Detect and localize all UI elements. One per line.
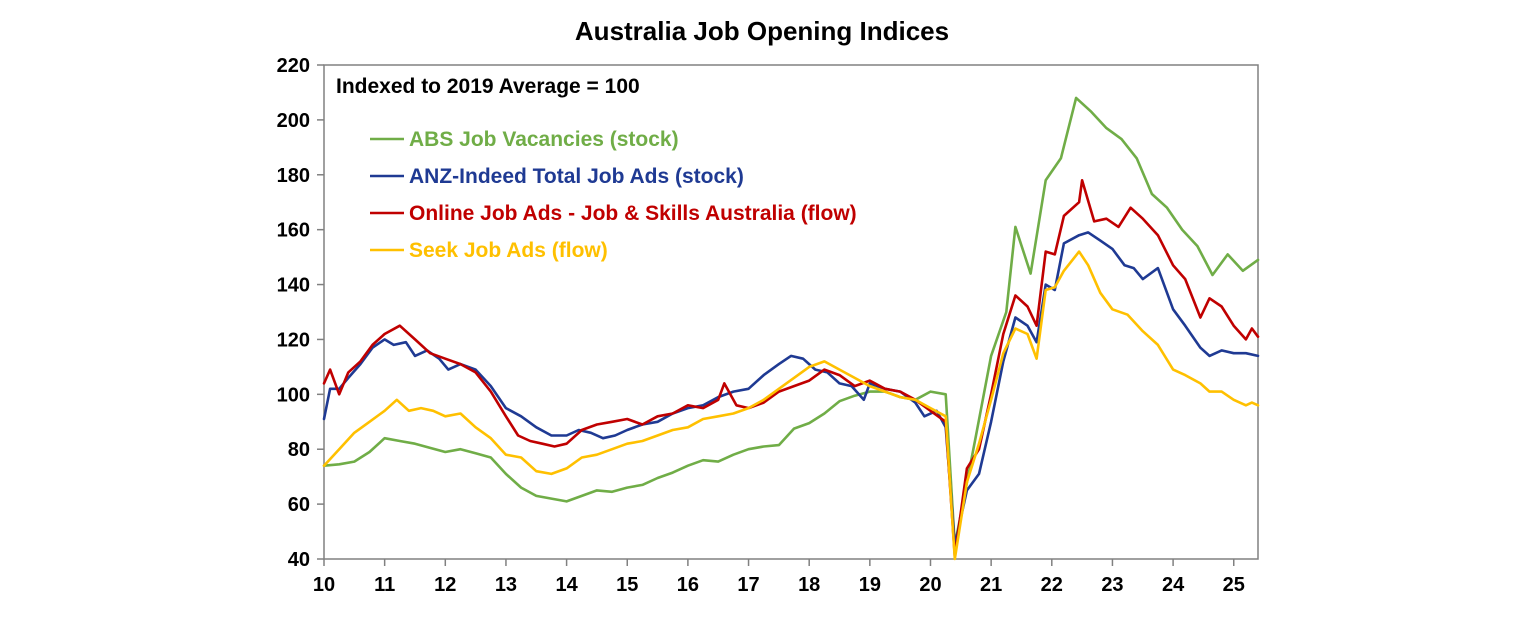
y-tick-label: 160 (277, 220, 310, 242)
x-tick-label: 21 (980, 574, 1002, 596)
y-tick-label: 120 (277, 329, 310, 351)
y-axis: 40 60 80 100 120 140 160 180 200 220 (277, 55, 324, 571)
legend-entry: ABS Job Vacancies (stock) (409, 128, 679, 151)
x-tick-label: 22 (1041, 574, 1063, 596)
chart-annotation: Indexed to 2019 Average = 100 (336, 75, 640, 98)
chart-title: Australia Job Opening Indices (575, 16, 949, 46)
x-tick-label: 15 (616, 574, 638, 596)
series-line-3 (322, 179, 1260, 558)
x-tick-label: 25 (1223, 574, 1245, 596)
series-line-2 (322, 231, 1260, 547)
legend: ABS Job Vacancies (stock) ANZ-Indeed Tota… (370, 128, 857, 262)
y-tick-label: 60 (288, 494, 310, 516)
x-tick-label: 17 (737, 574, 759, 596)
series-lines (322, 96, 1260, 561)
x-tick-label: 18 (798, 574, 820, 596)
series-line-1 (322, 96, 1260, 547)
x-axis: 10 11 12 13 14 15 16 17 18 19 20 21 22 23 24 25 (313, 559, 1245, 596)
x-tick-label: 19 (859, 574, 881, 596)
x-tick-label: 10 (313, 574, 335, 596)
x-tick-label: 24 (1162, 574, 1185, 596)
y-tick-label: 200 (277, 110, 310, 132)
x-tick-label: 14 (555, 574, 578, 596)
y-tick-label: 40 (288, 549, 310, 571)
x-tick-label: 23 (1101, 574, 1123, 596)
x-tick-label: 11 (374, 574, 395, 596)
y-tick-label: 180 (277, 165, 310, 187)
x-tick-label: 16 (677, 574, 699, 596)
legend-entry: Seek Job Ads (flow) (409, 239, 608, 262)
x-tick-label: 13 (495, 574, 517, 596)
x-tick-label: 20 (919, 574, 941, 596)
y-tick-label: 80 (288, 439, 310, 461)
y-tick-label: 100 (277, 384, 310, 406)
y-tick-label: 220 (277, 55, 310, 77)
x-tick-label: 12 (434, 574, 456, 596)
series-line-4 (322, 250, 1260, 561)
plot-area (323, 64, 1259, 560)
y-tick-label: 140 (277, 275, 310, 297)
legend-entry: ANZ-Indeed Total Job Ads (stock) (409, 165, 744, 188)
legend-entry: Online Job Ads - Job & Skills Australia … (409, 202, 857, 225)
